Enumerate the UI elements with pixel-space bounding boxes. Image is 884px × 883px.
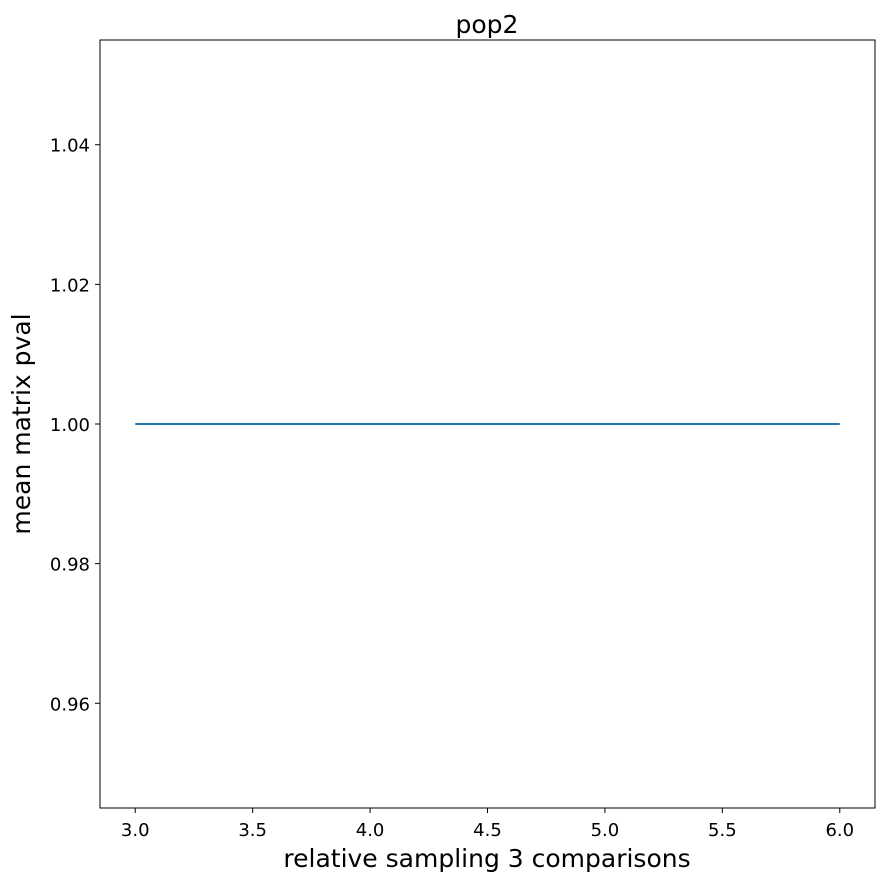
chart-title: pop2	[456, 10, 519, 39]
y-tick-label: 1.00	[50, 415, 90, 436]
y-axis-label: mean matrix pval	[7, 313, 36, 534]
x-tick-label: 4.5	[473, 820, 502, 841]
y-axis-ticks: 0.96 0.98 1.00 1.02 1.04	[50, 136, 100, 715]
x-tick-label: 3.0	[121, 820, 150, 841]
x-tick-label: 6.0	[825, 820, 854, 841]
y-tick-label: 1.04	[50, 136, 90, 157]
x-axis-label: relative sampling 3 comparisons	[283, 844, 690, 873]
x-tick-label: 5.0	[591, 820, 620, 841]
x-tick-label: 4.0	[356, 820, 385, 841]
x-axis-ticks: 3.0 3.5 4.0 4.5 5.0 5.5 6.0	[121, 808, 854, 841]
y-tick-label: 1.02	[50, 275, 90, 296]
y-tick-label: 0.98	[50, 555, 90, 576]
x-tick-label: 5.5	[708, 820, 737, 841]
y-tick-label: 0.96	[50, 694, 90, 715]
x-tick-label: 3.5	[238, 820, 267, 841]
